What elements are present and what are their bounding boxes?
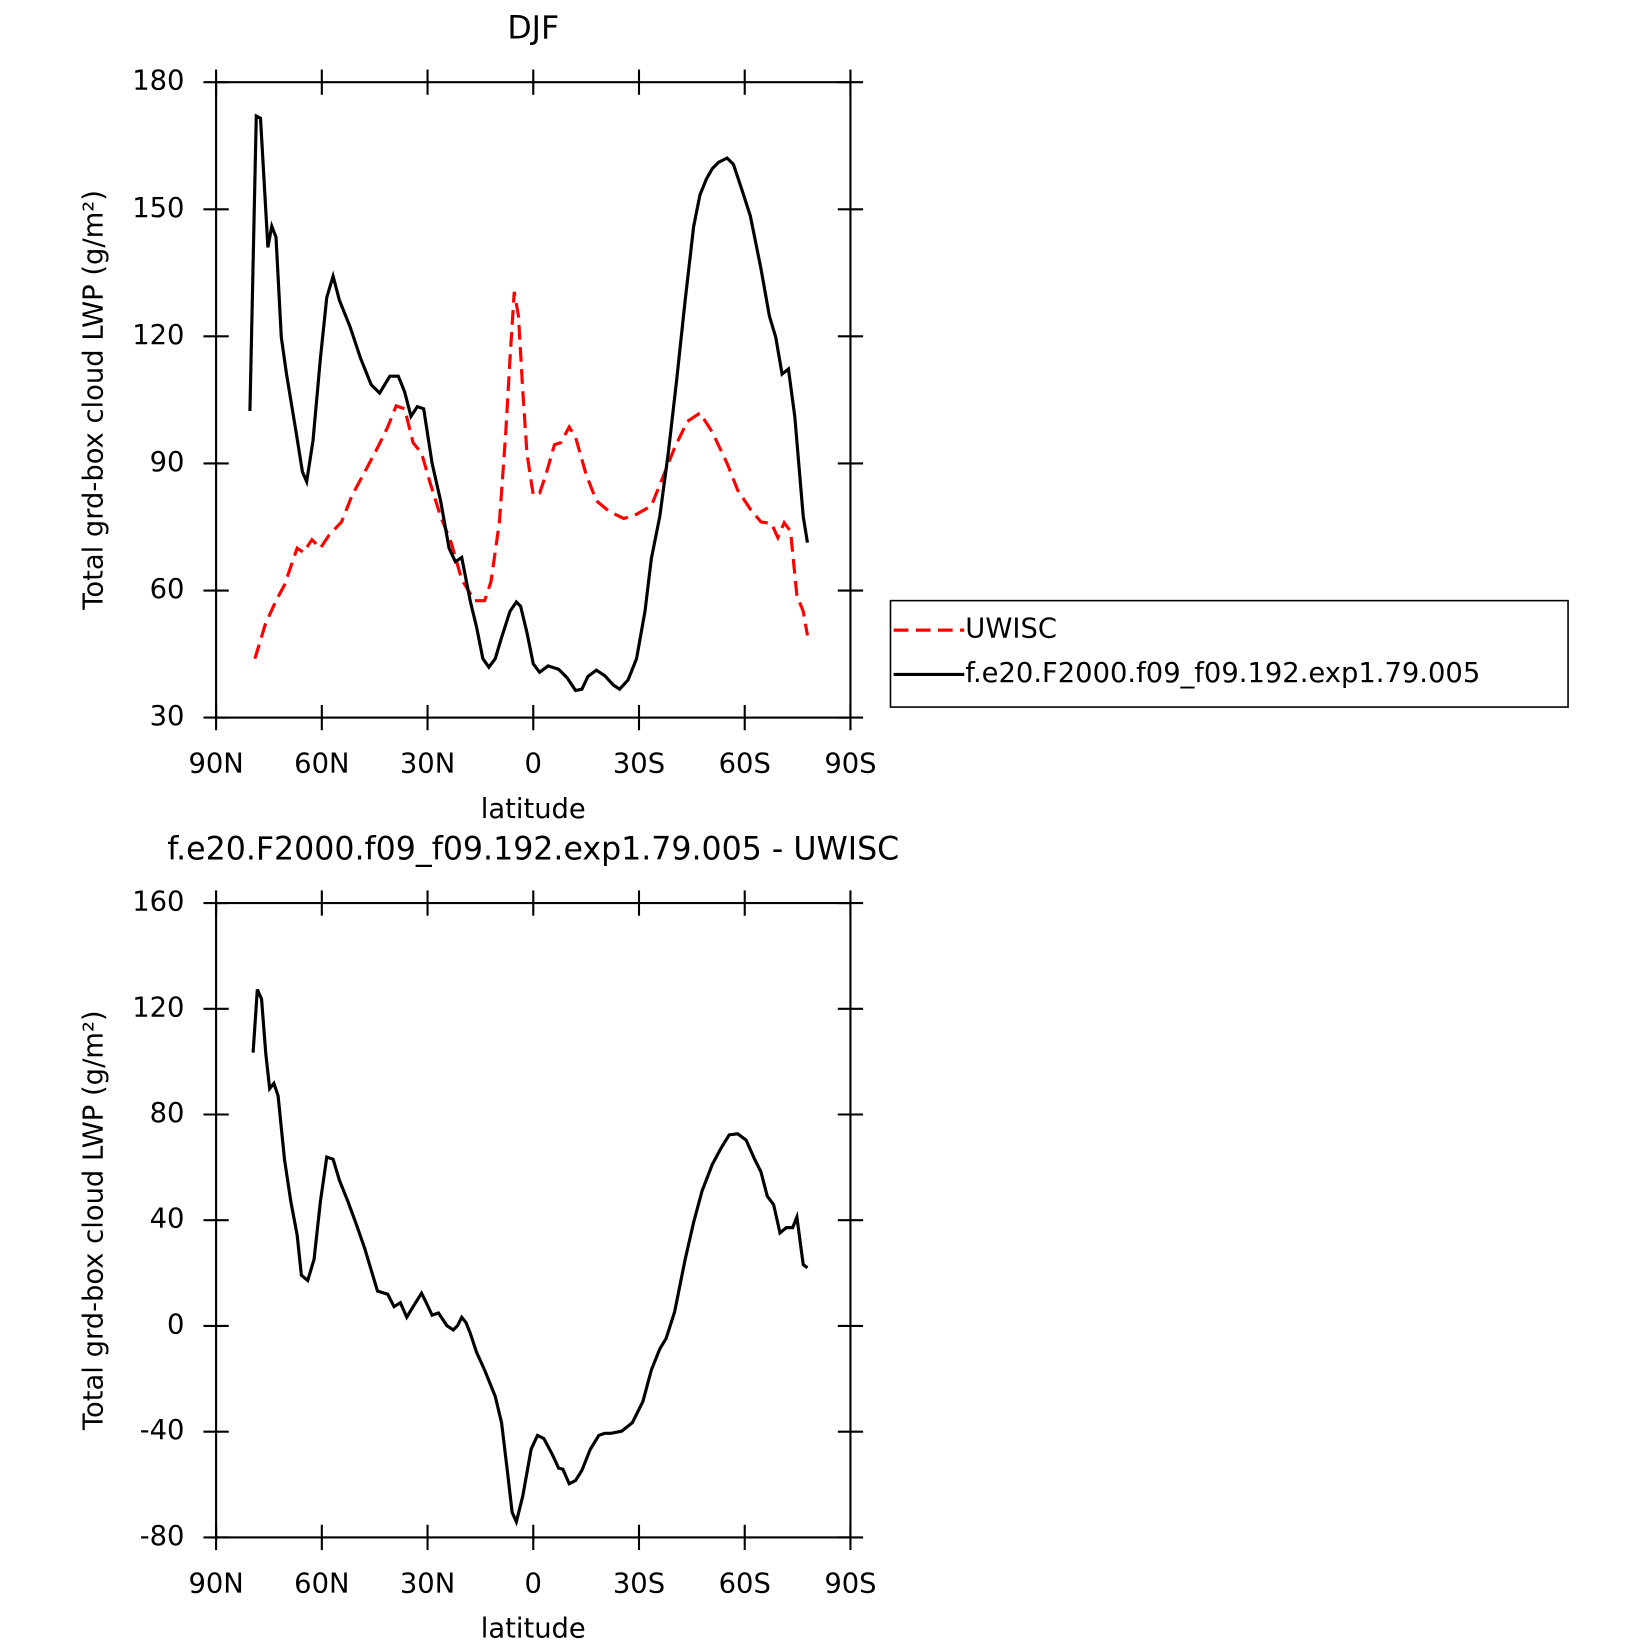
y-tick-label: 30 [150, 701, 185, 732]
y-tick-label: 160 [132, 887, 184, 918]
x-tick-label: 30S [613, 1568, 665, 1599]
y-tick-label: -40 [140, 1415, 185, 1446]
plot-frame [215, 902, 852, 1539]
y-axis-label: Total grd-box cloud LWP (g/m²) [78, 190, 109, 611]
y-tick-label: 90 [150, 447, 185, 478]
x-tick-label: 60S [719, 749, 771, 780]
chart-title: f.e20.F2000.f09_f09.192.exp1.79.005 - UW… [167, 831, 899, 867]
legend-label: f.e20.F2000.f09_f09.192.exp1.79.005 [965, 658, 1480, 689]
y-tick-label: 80 [150, 1098, 185, 1129]
x-axis-label: latitude [481, 1614, 586, 1645]
legend-box [889, 599, 1569, 708]
y-tick-label: 180 [132, 66, 184, 97]
x-tick-label: 30S [613, 749, 665, 780]
chart-title: DJF [507, 11, 559, 47]
y-axis-label: Total grd-box cloud LWP (g/m²) [78, 1010, 109, 1431]
x-tick-label: 90S [824, 749, 876, 780]
x-tick-label: 60S [719, 1568, 771, 1599]
x-tick-label: 0 [525, 749, 542, 780]
y-tick-label: 60 [150, 574, 185, 605]
x-tick-label: 30N [400, 1568, 455, 1599]
plot-frame [215, 81, 852, 719]
x-tick-label: 30N [400, 749, 455, 780]
y-tick-label: 120 [132, 320, 184, 351]
y-tick-label: 40 [150, 1204, 185, 1235]
y-tick-label: 0 [167, 1309, 184, 1340]
x-axis-label: latitude [481, 794, 586, 825]
y-tick-label: -80 [140, 1521, 185, 1552]
data-line [251, 988, 809, 1527]
y-tick-label: 150 [132, 193, 184, 224]
x-tick-label: 90N [188, 749, 243, 780]
data-line [248, 113, 810, 693]
x-tick-label: 90N [188, 1568, 243, 1599]
x-tick-label: 60N [294, 749, 349, 780]
data-line [253, 291, 810, 660]
legend-label: UWISC [965, 614, 1057, 645]
x-tick-label: 0 [525, 1568, 542, 1599]
y-tick-label: 120 [132, 992, 184, 1023]
x-tick-label: 60N [294, 1568, 349, 1599]
x-tick-label: 90S [824, 1568, 876, 1599]
